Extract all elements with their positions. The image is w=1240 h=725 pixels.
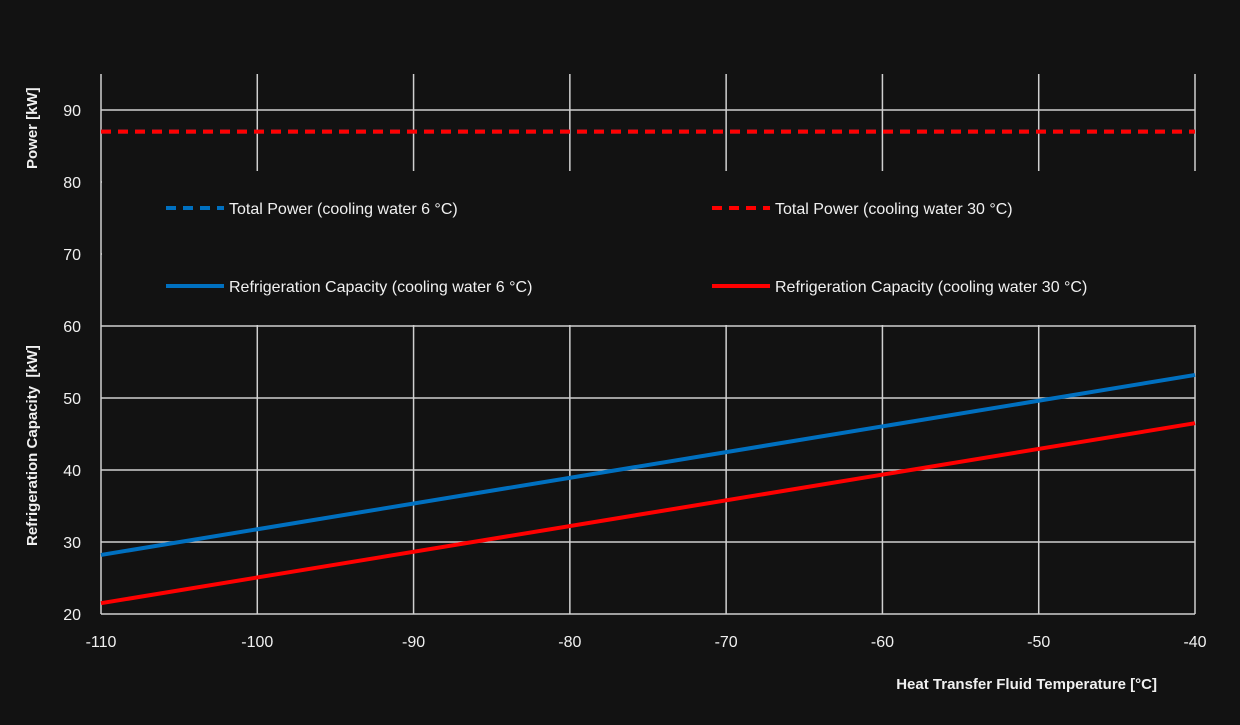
y-tick-label: 60 (63, 319, 81, 336)
x-tick-label: -50 (1027, 634, 1050, 651)
x-tick-label: -100 (241, 634, 273, 651)
y-tick-label: 50 (63, 391, 81, 408)
y-tick-label: 90 (63, 103, 81, 120)
y-axis-label-capacity: Refrigeration Capacity [kW] (24, 345, 41, 546)
y-axis-label-power: Power [kW] (24, 87, 41, 169)
legend-background (102, 171, 1196, 325)
legend: Total Power (cooling water 6 °C) Total Po… (166, 201, 1087, 296)
tick-labels: -110 -100 -90 -80 -70 -60 -50 -40 20 30 40 50 60 70 80… (63, 103, 1206, 651)
y-tick-label: 80 (63, 175, 81, 192)
x-tick-label: -70 (715, 634, 738, 651)
x-tick-label: -60 (871, 634, 894, 651)
series-lines (100, 129, 1196, 606)
legend-label-1: Total Power (cooling water 30 °C) (775, 201, 1013, 218)
y-tick-label: 30 (63, 535, 81, 552)
y-tick-label: 40 (63, 463, 81, 480)
legend-label-2: Refrigeration Capacity (cooling water 6 … (229, 279, 532, 296)
y-tick-label: 20 (63, 607, 81, 624)
y-tick-label: 70 (63, 247, 81, 264)
legend-label-0: Total Power (cooling water 6 °C) (229, 201, 458, 218)
x-tick-label: -110 (86, 634, 117, 651)
series-line-2 (100, 372, 1196, 557)
legend-label-3: Refrigeration Capacity (cooling water 30… (775, 279, 1087, 296)
x-tick-label: -40 (1183, 634, 1206, 651)
x-tick-label: -80 (558, 634, 581, 651)
x-axis-label: Heat Transfer Fluid Temperature [°C] (896, 676, 1157, 693)
grid (100, 74, 1196, 615)
series-line-3 (100, 421, 1196, 606)
x-tick-label: -90 (402, 634, 425, 651)
